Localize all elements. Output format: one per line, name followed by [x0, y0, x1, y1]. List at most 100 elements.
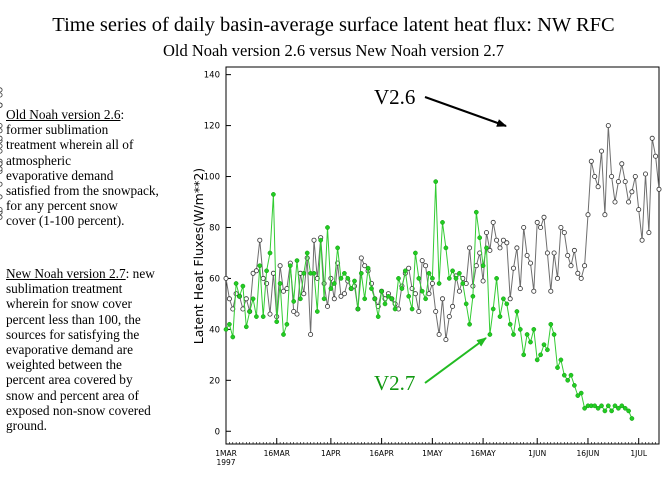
data-point-v26 — [284, 286, 290, 292]
data-point-v27 — [298, 296, 303, 302]
data-point-v27 — [616, 405, 621, 411]
data-point-v26 — [0, 166, 3, 172]
data-point-v27 — [619, 403, 625, 409]
data-point-v26 — [538, 224, 544, 230]
data-point-v27 — [531, 327, 537, 332]
data-point-v27 — [375, 314, 381, 319]
data-point-v27 — [267, 250, 273, 256]
note-old-line: for any percent snow — [6, 198, 118, 214]
data-point-v27 — [575, 393, 581, 398]
y-tick-label: 80 — [209, 223, 220, 233]
note-new-line: sources for satisfying the — [6, 326, 140, 342]
data-point-v27 — [413, 250, 418, 256]
data-point-v27 — [281, 332, 286, 337]
data-point-v27 — [521, 352, 527, 358]
x-tick-label: 1APR — [321, 449, 341, 458]
data-point-v27 — [578, 390, 584, 396]
data-point-v26 — [510, 265, 516, 271]
data-point-v27 — [311, 270, 317, 276]
data-point-v26 — [544, 250, 550, 256]
data-point-v27 — [426, 270, 432, 276]
data-point-v27 — [555, 365, 560, 370]
y-tick-label: 40 — [209, 325, 220, 335]
data-point-v27 — [230, 334, 236, 340]
data-point-v26 — [362, 263, 368, 269]
data-point-v26 — [433, 308, 439, 314]
data-point-v26 — [575, 270, 581, 276]
data-point-v26 — [571, 247, 577, 253]
data-point-v26 — [578, 275, 584, 281]
x-tick-sublabel: 1997 — [216, 458, 235, 467]
data-point-v26 — [324, 303, 330, 309]
note-old-heading: Old Noah version 2.6 — [6, 107, 121, 122]
series-line-v27 — [225, 181, 633, 419]
data-point-v27 — [477, 235, 483, 241]
data-point-v26 — [487, 247, 493, 253]
data-point-v27 — [443, 245, 449, 251]
data-point-v27 — [582, 405, 587, 411]
data-point-v27 — [233, 281, 239, 286]
y-axis-label: Latent Heat Fluxes(W/m**2) — [191, 168, 206, 344]
data-point-v26 — [260, 275, 266, 281]
x-tick-label: 1MAR — [215, 449, 237, 458]
data-point-v27 — [501, 296, 506, 302]
note-old-line: former sublimation — [6, 122, 109, 138]
data-point-v26 — [615, 179, 621, 185]
data-point-v27 — [342, 270, 347, 276]
note-old-line: evaporative demand — [6, 167, 114, 183]
chart-title: Time series of daily basin-average surfa… — [52, 14, 615, 36]
data-point-v26 — [507, 296, 513, 302]
data-point-v26 — [426, 291, 432, 297]
data-point-v27 — [548, 321, 554, 327]
data-point-v26 — [341, 291, 347, 297]
series-group — [0, 87, 662, 421]
data-point-v26 — [301, 291, 307, 297]
data-point-v27 — [355, 306, 361, 312]
data-point-v26 — [548, 288, 554, 294]
data-point-v27 — [254, 314, 259, 319]
data-point-v27 — [595, 405, 601, 411]
data-point-v27 — [227, 321, 232, 327]
data-point-v27 — [399, 286, 405, 291]
data-point-v26 — [582, 263, 588, 269]
data-point-v27 — [487, 332, 493, 337]
data-point-v26 — [565, 252, 571, 258]
data-point-v26 — [253, 268, 259, 274]
data-point-v27 — [294, 258, 300, 263]
y-tick-label: 140 — [204, 71, 220, 81]
data-point-v27 — [511, 332, 516, 337]
data-point-v26 — [0, 161, 3, 167]
data-point-v27 — [382, 301, 388, 307]
data-point-v26 — [0, 87, 3, 93]
data-point-v26 — [524, 252, 530, 258]
x-tick-label: 16MAY — [471, 449, 497, 458]
data-point-v27 — [237, 293, 242, 299]
data-point-v27 — [257, 263, 263, 269]
data-point-v27 — [274, 319, 280, 325]
data-point-v27 — [592, 403, 598, 409]
data-point-v27 — [609, 408, 614, 414]
data-point-v26 — [517, 286, 523, 292]
data-point-v27 — [514, 309, 520, 314]
data-point-v27 — [504, 301, 510, 307]
data-point-v27 — [321, 296, 327, 302]
data-point-v27 — [545, 347, 550, 353]
data-point-v26 — [0, 181, 3, 187]
data-point-v27 — [250, 296, 256, 302]
data-point-v26 — [226, 296, 232, 302]
data-point-v26 — [568, 263, 574, 269]
data-point-v26 — [494, 237, 500, 243]
data-point-v26 — [439, 296, 445, 302]
data-point-v27 — [629, 416, 635, 421]
data-point-v26 — [338, 293, 344, 299]
data-point-v26 — [423, 263, 429, 269]
data-point-v26 — [0, 148, 3, 154]
data-point-v26 — [521, 224, 527, 230]
series-line-v26 — [225, 125, 660, 340]
data-point-v26 — [639, 237, 645, 243]
data-point-v27 — [605, 403, 611, 409]
annotation-v26-label: V2.6 — [374, 85, 415, 109]
data-point-v27 — [291, 299, 297, 304]
data-point-v26 — [653, 153, 659, 159]
